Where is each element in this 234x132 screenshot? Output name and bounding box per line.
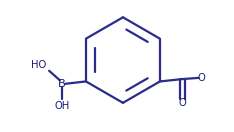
Text: HO: HO [31,60,47,70]
Text: O: O [198,73,205,83]
Text: OH: OH [55,101,70,111]
Text: O: O [179,98,186,108]
Text: B: B [58,79,66,89]
